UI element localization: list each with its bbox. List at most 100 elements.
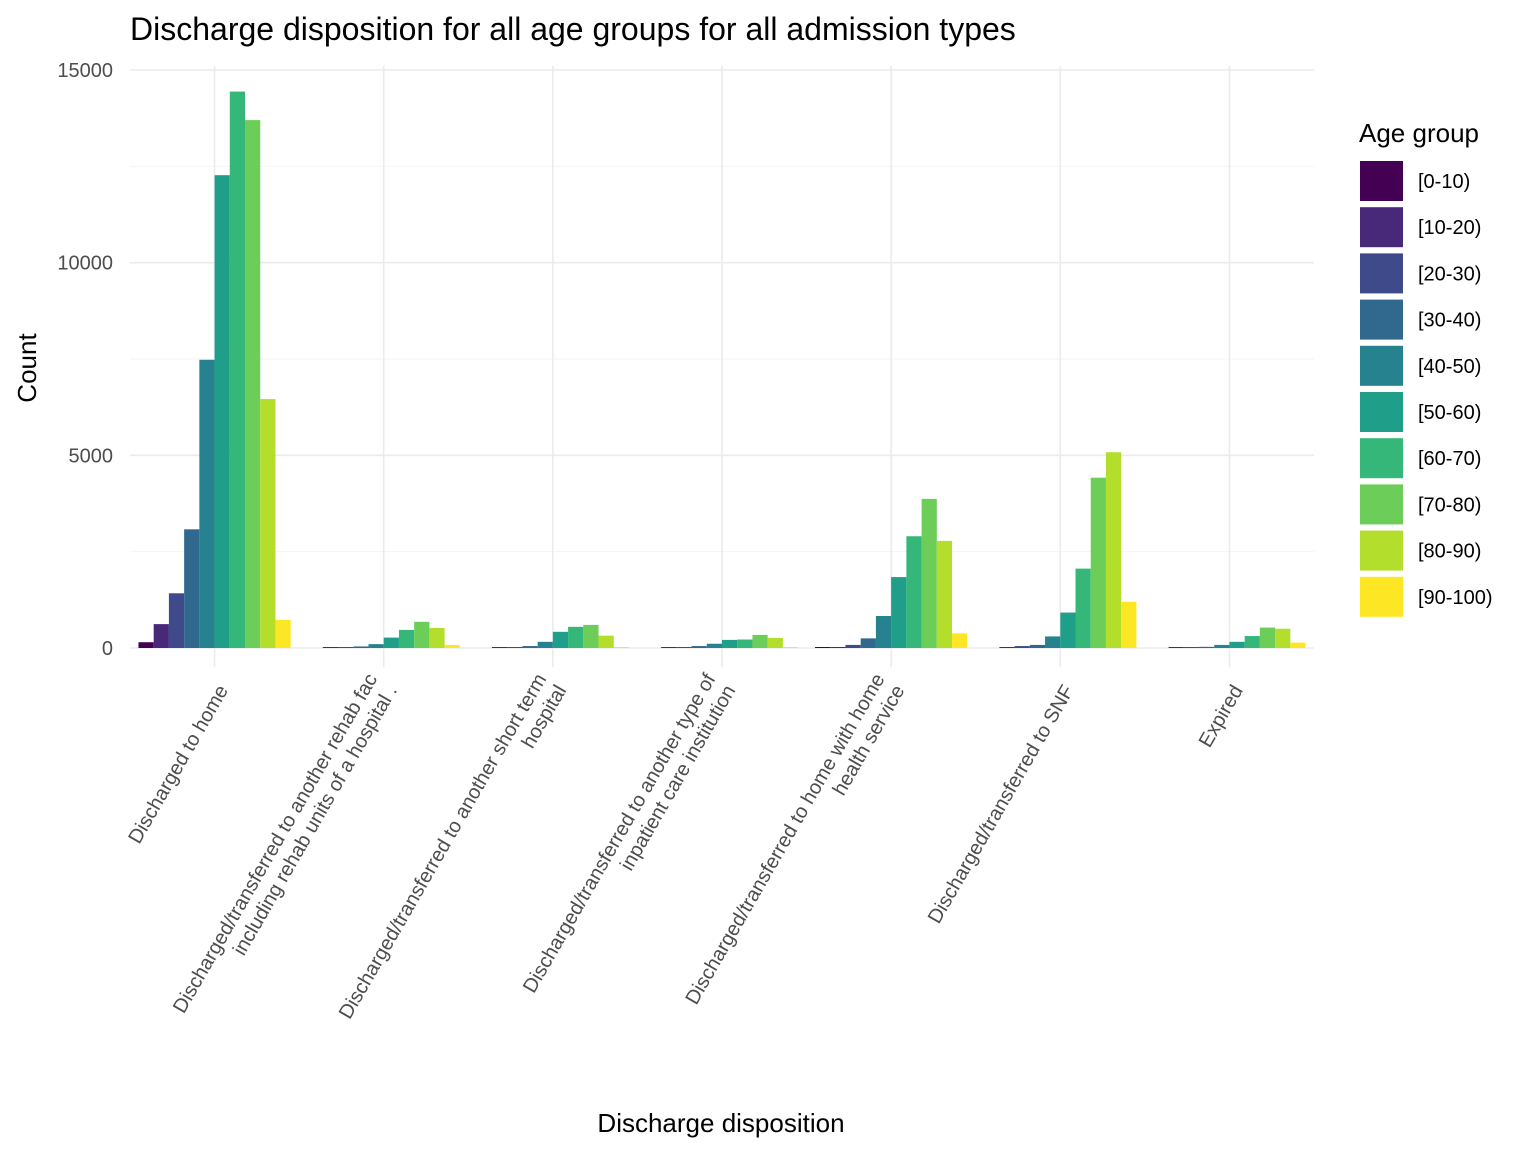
legend-label: [10-20) [1418, 217, 1481, 239]
bar [830, 647, 846, 648]
legend-swatch [1360, 576, 1403, 617]
legend-label: [0-10) [1418, 171, 1470, 193]
x-axis-title: Discharge disposition [597, 1108, 844, 1138]
chart-title: Discharge disposition for all age groups… [130, 11, 1016, 47]
bar [875, 616, 892, 648]
bar [1244, 636, 1260, 648]
legend-swatch [1360, 299, 1403, 340]
bar [936, 540, 953, 648]
bar [444, 644, 460, 648]
bar [613, 647, 629, 648]
bar [860, 638, 876, 648]
legend-label: [90-100) [1418, 587, 1493, 609]
legend-swatch [1360, 207, 1403, 248]
bar [491, 647, 508, 648]
bar [767, 637, 783, 648]
bar [214, 175, 230, 648]
bar [1075, 568, 1091, 648]
bar [1229, 641, 1245, 648]
x-category-label-line: Expired [1195, 682, 1248, 752]
bar [414, 621, 430, 648]
legend-label: [60-70) [1418, 448, 1481, 470]
bar [383, 637, 399, 648]
legend-label: [20-30) [1418, 263, 1481, 285]
bar [184, 529, 200, 648]
bar [429, 627, 445, 648]
bar [245, 120, 261, 649]
bar [999, 647, 1015, 648]
x-category-label-line: including rehab units of a hospital . [229, 682, 402, 960]
x-category-label-line: Discharged to home [124, 682, 233, 848]
bar [952, 633, 968, 648]
bar [1029, 644, 1046, 648]
gridlines [130, 66, 1314, 668]
legend-label: [80-90) [1418, 541, 1481, 563]
bar [845, 644, 861, 648]
bar [1060, 612, 1076, 648]
x-category-label: Discharged to home [124, 682, 233, 848]
bar [782, 647, 799, 648]
x-category-labels: Discharged to home Discharged/transferred… [124, 670, 1248, 1023]
bar [552, 631, 569, 648]
legend-label: [30-40) [1418, 310, 1481, 332]
bar [338, 647, 354, 648]
bar [168, 593, 185, 648]
legend-swatch [1360, 484, 1403, 525]
legend-swatch [1360, 345, 1403, 386]
bar [1290, 642, 1306, 648]
bar [661, 647, 677, 648]
bar [737, 639, 753, 648]
bar [1014, 646, 1030, 648]
bar [1198, 646, 1215, 648]
bar [522, 646, 538, 648]
bar [537, 641, 553, 648]
bar [398, 629, 415, 648]
y-axis-title: Count [12, 333, 42, 403]
bar [921, 498, 937, 648]
bar [353, 646, 369, 648]
x-category-label: Expired [1195, 682, 1248, 752]
bar [906, 536, 922, 648]
bar [891, 577, 907, 648]
legend-title: Age group [1359, 118, 1479, 148]
bar [815, 647, 831, 648]
legend-label: [70-80) [1418, 494, 1481, 516]
bar [1183, 647, 1199, 648]
bar [752, 634, 768, 648]
bar [229, 91, 246, 648]
bar [368, 644, 384, 648]
bar [598, 635, 614, 648]
bar [322, 647, 339, 648]
bar [568, 626, 584, 648]
legend-swatch [1360, 161, 1403, 201]
bar [260, 399, 276, 648]
bar [583, 624, 599, 648]
bar [1090, 477, 1106, 648]
bar [1214, 644, 1230, 648]
bar [199, 359, 215, 648]
legend: Age group [0-10) [10-20) [20-30) [30-40) [40… [1359, 118, 1493, 617]
bar [706, 643, 722, 648]
bar [1168, 647, 1184, 648]
bar [275, 619, 291, 648]
x-category-label-line: Discharged/transferred to SNF [924, 682, 1079, 928]
legend-swatch [1360, 530, 1403, 571]
y-tick-label: 5000 [69, 445, 114, 467]
legend-label: [40-50) [1418, 356, 1481, 378]
x-category-label: Discharged/transferred to SNF [924, 682, 1079, 928]
bar [138, 642, 154, 648]
bar [1121, 601, 1137, 648]
y-tick-labels: 0 5000 10000 15000 [57, 60, 113, 660]
legend-swatch [1360, 438, 1403, 479]
bar [1259, 627, 1276, 648]
y-tick-label: 0 [102, 638, 113, 660]
bar [507, 647, 523, 648]
legend-label: [50-60) [1418, 402, 1481, 424]
bar [153, 624, 169, 648]
bar [676, 647, 692, 648]
legend-swatch [1360, 392, 1403, 432]
bars [138, 91, 1306, 649]
bar [1105, 452, 1122, 648]
legend-swatch [1360, 253, 1403, 294]
